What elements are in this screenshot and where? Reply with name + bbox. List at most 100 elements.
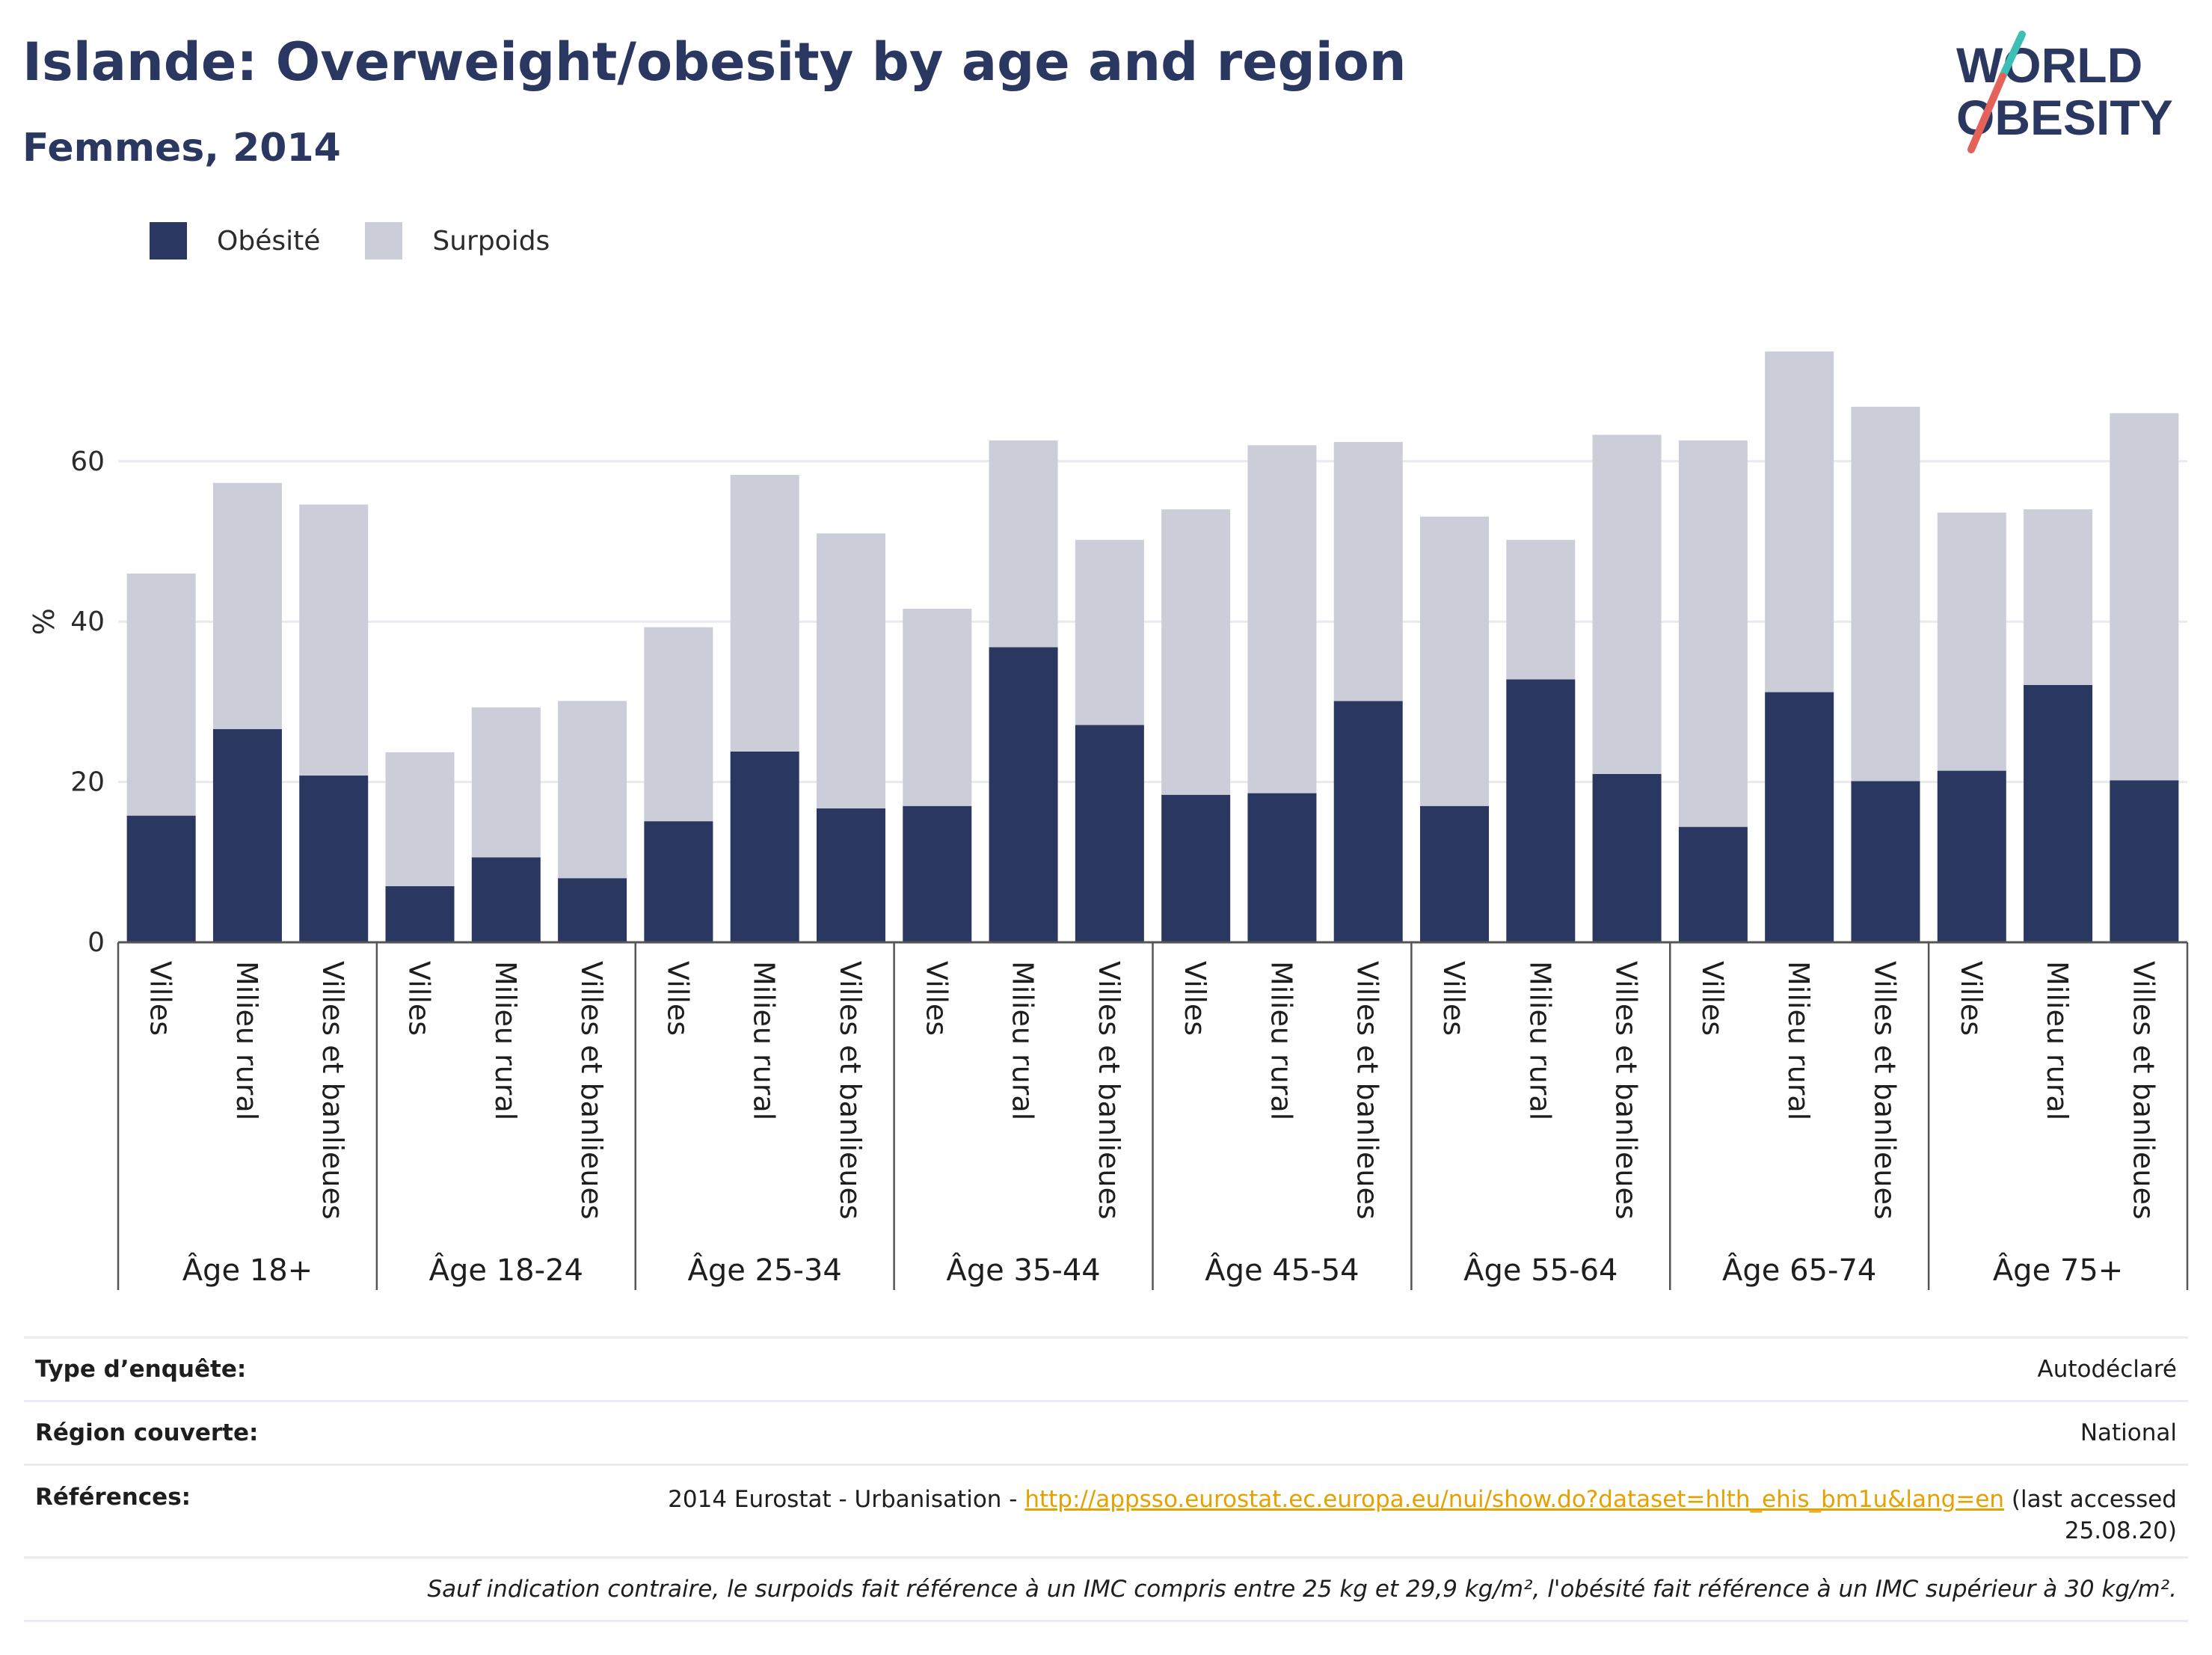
bar-surpoids: [471, 707, 541, 858]
y-axis-label: %: [28, 608, 61, 635]
legend-label-obesite: Obésité: [217, 225, 321, 257]
bar-surpoids: [1247, 445, 1317, 793]
stacked-bar-chart: 0 20 40 60% Villes Milieu rural Villes et banl…: [28, 351, 2189, 1290]
x-category-label: Milieu rural: [1782, 961, 1815, 1120]
bar-obesite: [644, 821, 713, 942]
x-category-label: Milieu rural: [2041, 961, 2074, 1120]
x-group-label: Âge 18+: [182, 1252, 313, 1288]
x-category-label: Villes et banlieues: [834, 961, 867, 1220]
bar-surpoids: [126, 573, 196, 816]
bar-surpoids: [1420, 516, 1490, 806]
bar-surpoids: [816, 533, 885, 808]
x-group-label: Âge 35-44: [946, 1252, 1100, 1288]
x-category-label: Villes: [1696, 961, 1729, 1036]
bmi-note: Sauf indication contraire, le surpoids f…: [427, 1576, 2177, 1603]
bar-obesite: [730, 751, 799, 942]
x-category-label: Milieu rural: [748, 961, 781, 1120]
x-category-label: Milieu rural: [1523, 961, 1556, 1120]
page-subtitle: Femmes, 2014: [22, 126, 341, 171]
y-tick-label: 40: [70, 607, 105, 637]
bar-surpoids: [903, 609, 972, 806]
bar-obesite: [1937, 770, 2006, 942]
bar-surpoids: [730, 475, 799, 752]
bar-obesite: [1678, 826, 1748, 942]
bar-obesite: [903, 805, 972, 942]
x-category-label: Milieu rural: [489, 961, 522, 1120]
info-row-survey: Type d’enquête: Autodéclaré: [24, 1336, 2188, 1400]
bar-obesite: [471, 857, 541, 942]
x-group-label: Âge 55-64: [1463, 1252, 1617, 1288]
info-row-region: Région couverte: National: [24, 1400, 2188, 1464]
references-prefix: 2014 Eurostat - Urbanisation -: [668, 1486, 1025, 1513]
x-category-label: Villes et banlieues: [1093, 961, 1125, 1220]
x-group-label: Âge 75+: [1993, 1252, 2124, 1288]
bar-surpoids: [385, 752, 455, 886]
bar-surpoids: [1765, 351, 1834, 693]
bar-surpoids: [1506, 539, 1576, 680]
y-tick-label: 20: [70, 767, 105, 798]
bar-obesite: [385, 885, 455, 942]
x-category-label: Villes et banlieues: [575, 961, 608, 1220]
bar-surpoids: [558, 701, 627, 879]
info-table: Type d’enquête: Autodéclaré Région couve…: [24, 1336, 2188, 1622]
bar-surpoids: [1333, 442, 1403, 701]
x-category-label: Villes: [144, 961, 177, 1036]
bar-surpoids: [1592, 435, 1662, 774]
x-category-label: Villes: [1179, 961, 1211, 1036]
bar-obesite: [1592, 773, 1662, 942]
bar-surpoids: [212, 482, 282, 729]
bar-surpoids: [1851, 406, 1920, 782]
survey-value: Autodéclaré: [2037, 1356, 2177, 1383]
references-label: Références:: [35, 1484, 191, 1511]
region-label: Région couverte:: [35, 1419, 259, 1446]
logo-line-1: WORLD: [1956, 37, 2142, 93]
x-category-label: Villes et banlieues: [1351, 961, 1384, 1220]
bar-surpoids: [2024, 509, 2093, 685]
bar-surpoids: [299, 504, 369, 776]
references-link[interactable]: http://appsso.eurostat.ec.europa.eu/nui/…: [1024, 1486, 2005, 1513]
bar-obesite: [212, 728, 282, 942]
x-category-label: Milieu rural: [1007, 961, 1039, 1120]
bar-obesite: [1420, 805, 1490, 942]
x-group-label: Âge 65-74: [1722, 1252, 1876, 1288]
bar-surpoids: [1678, 440, 1748, 827]
references-suffix: (last accessed 25.08.20): [2004, 1486, 2177, 1544]
x-category-label: Villes et banlieues: [1868, 961, 1901, 1220]
y-tick-label: 0: [87, 927, 105, 958]
bar-obesite: [1765, 692, 1834, 942]
bar-surpoids: [644, 627, 713, 822]
x-category-label: Villes: [920, 961, 953, 1036]
legend-swatch-surpoids: [365, 222, 403, 260]
bar-obesite: [1247, 793, 1317, 942]
region-value: National: [2080, 1419, 2177, 1446]
chart-legend: Obésité Surpoids: [150, 218, 595, 263]
bar-obesite: [558, 878, 627, 942]
bar-obesite: [1506, 679, 1576, 942]
x-category-label: Villes: [1955, 961, 1988, 1036]
x-group-label: Âge 25-34: [688, 1252, 842, 1288]
world-obesity-logo: WORLD OBESITY: [1956, 31, 2173, 153]
bar-surpoids: [1161, 509, 1231, 795]
bar-obesite: [2110, 780, 2179, 942]
bar-obesite: [1333, 701, 1403, 942]
x-category-label: Villes et banlieues: [316, 961, 349, 1220]
x-group-label: Âge 45-54: [1205, 1252, 1359, 1288]
bar-surpoids: [989, 440, 1058, 648]
legend-item-surpoids: Surpoids: [365, 222, 550, 260]
bar-obesite: [126, 815, 196, 942]
bar-surpoids: [1937, 512, 2006, 771]
x-category-label: Villes: [403, 961, 436, 1036]
y-tick-label: 60: [70, 446, 105, 477]
bar-surpoids: [1075, 539, 1144, 725]
x-group-label: Âge 18-24: [429, 1252, 583, 1288]
legend-swatch-obesite: [150, 222, 187, 260]
x-category-label: Villes: [661, 961, 694, 1036]
x-category-label: Villes: [1437, 961, 1470, 1036]
bar-obesite: [1161, 794, 1231, 942]
x-category-label: Villes et banlieues: [2127, 961, 2160, 1220]
bar-obesite: [816, 808, 885, 942]
bar-surpoids: [2110, 413, 2179, 781]
bar-obesite: [1075, 725, 1144, 942]
legend-label-surpoids: Surpoids: [432, 225, 550, 257]
references-value: 2014 Eurostat - Urbanisation - http://ap…: [644, 1484, 2177, 1547]
